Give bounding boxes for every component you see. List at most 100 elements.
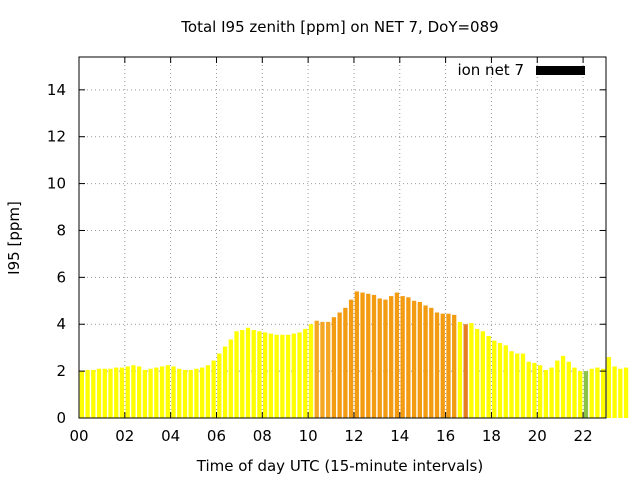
x-tick-label: 02 <box>115 427 134 445</box>
bar <box>480 331 485 418</box>
bar <box>159 366 165 418</box>
bar <box>371 294 377 418</box>
bar <box>389 296 394 418</box>
bar <box>291 333 296 418</box>
bar <box>285 334 291 418</box>
bar <box>108 368 113 418</box>
bar <box>411 300 417 418</box>
bar <box>515 353 520 418</box>
legend-swatch <box>536 66 585 75</box>
bar <box>102 368 107 418</box>
bar <box>469 323 474 418</box>
bar <box>200 367 205 418</box>
y-tick-label: 2 <box>56 362 66 380</box>
bar <box>383 299 388 418</box>
bar <box>486 335 491 418</box>
bar <box>251 330 256 418</box>
bar <box>429 307 434 418</box>
bar <box>177 368 182 418</box>
bar <box>423 305 428 418</box>
x-tick-label: 06 <box>207 427 226 445</box>
bar <box>148 368 153 418</box>
bar <box>509 351 514 418</box>
bar <box>366 293 371 418</box>
bar <box>131 365 136 418</box>
bar <box>555 360 560 418</box>
bar <box>612 366 617 418</box>
bar <box>394 292 400 418</box>
bar <box>560 355 566 418</box>
bar <box>572 367 577 418</box>
grid-layer <box>79 57 606 418</box>
bar <box>606 357 612 418</box>
bar <box>348 299 354 418</box>
bar <box>377 298 382 418</box>
bar <box>119 367 125 418</box>
bar <box>417 301 422 418</box>
bar <box>85 369 90 418</box>
bar <box>257 331 262 418</box>
bar <box>280 334 285 418</box>
y-tick-label: 10 <box>47 175 66 193</box>
bar <box>205 365 211 418</box>
bar <box>297 332 302 418</box>
bar <box>440 313 445 418</box>
chart-title: Total I95 zenith [ppm] on NET 7, DoY=089 <box>180 18 498 36</box>
legend: ion net 7 <box>457 61 585 79</box>
bar <box>463 324 468 418</box>
bar <box>354 291 359 418</box>
bar <box>343 307 348 418</box>
bar <box>326 321 331 418</box>
bar <box>303 328 308 418</box>
bar <box>543 369 549 418</box>
bar <box>520 353 526 418</box>
bar <box>79 371 85 418</box>
x-tick-label: 10 <box>299 427 318 445</box>
bar <box>222 346 228 418</box>
bar <box>457 321 463 418</box>
bar <box>337 312 342 418</box>
y-axis-label: I95 [ppm] <box>5 201 23 275</box>
x-tick-label: 14 <box>390 427 409 445</box>
bar <box>165 365 170 418</box>
y-tick-label: 4 <box>56 315 66 333</box>
bar <box>526 361 531 418</box>
bar <box>600 368 606 418</box>
bar <box>137 366 142 418</box>
bar <box>234 331 239 418</box>
bar <box>360 292 365 418</box>
bar <box>595 367 600 418</box>
bar <box>114 367 119 418</box>
bar <box>217 353 222 418</box>
bar <box>268 333 274 418</box>
bar <box>91 369 96 418</box>
bar <box>154 367 159 418</box>
bar <box>549 367 554 418</box>
bar <box>125 366 130 418</box>
x-tick-label: 22 <box>574 427 593 445</box>
bar <box>240 330 245 418</box>
x-axis-label: Time of day UTC (15-minute intervals) <box>196 457 483 475</box>
bar <box>497 342 503 418</box>
bar <box>142 369 148 418</box>
bar <box>532 362 537 418</box>
bar <box>96 368 102 418</box>
bar <box>194 368 199 418</box>
x-tick-label: 18 <box>482 427 501 445</box>
x-tick-label: 00 <box>69 427 88 445</box>
bar <box>400 296 405 418</box>
y-tick-label: 12 <box>47 128 66 146</box>
bar <box>182 369 188 418</box>
axes-layer <box>78 56 607 419</box>
bars-layer <box>79 291 629 418</box>
bar <box>446 313 451 418</box>
x-tick-label: 16 <box>436 427 455 445</box>
y-tick-label: 14 <box>47 81 66 99</box>
bar <box>263 332 268 418</box>
bar <box>583 371 589 418</box>
bar <box>474 328 480 418</box>
bar <box>320 321 325 418</box>
bar <box>406 297 411 418</box>
